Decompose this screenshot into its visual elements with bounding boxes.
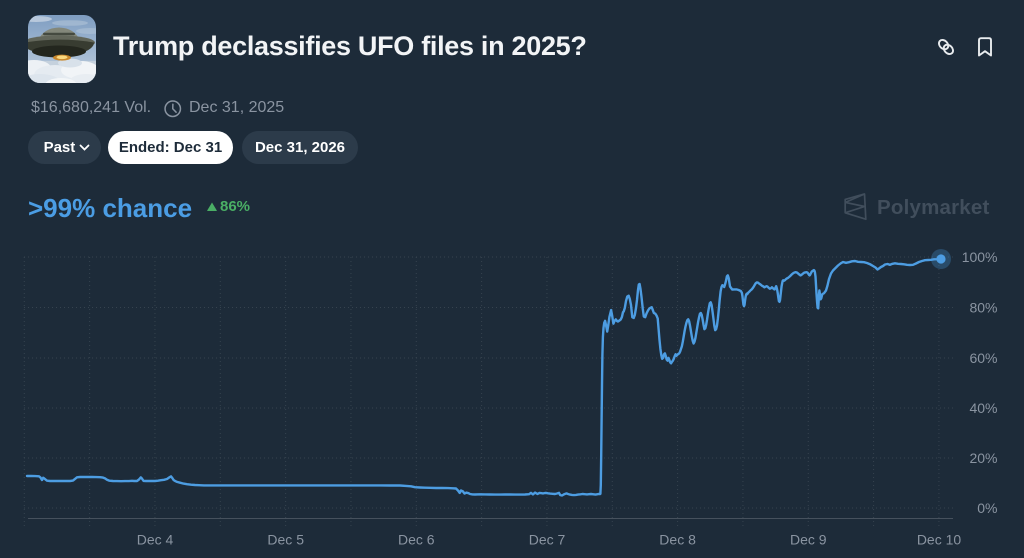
svg-text:60%: 60% [969,350,997,366]
svg-text:Dec 7: Dec 7 [529,532,566,548]
svg-text:Dec 9: Dec 9 [790,532,827,548]
svg-text:80%: 80% [969,300,997,316]
svg-text:Dec 4: Dec 4 [137,532,174,548]
svg-text:100%: 100% [962,249,998,265]
svg-text:Dec 6: Dec 6 [398,532,435,548]
svg-text:Dec 5: Dec 5 [267,532,304,548]
svg-text:0%: 0% [977,500,997,516]
svg-text:40%: 40% [969,400,997,416]
svg-text:Dec 8: Dec 8 [659,532,696,548]
svg-text:Dec 10: Dec 10 [917,532,962,548]
svg-text:20%: 20% [969,450,997,466]
